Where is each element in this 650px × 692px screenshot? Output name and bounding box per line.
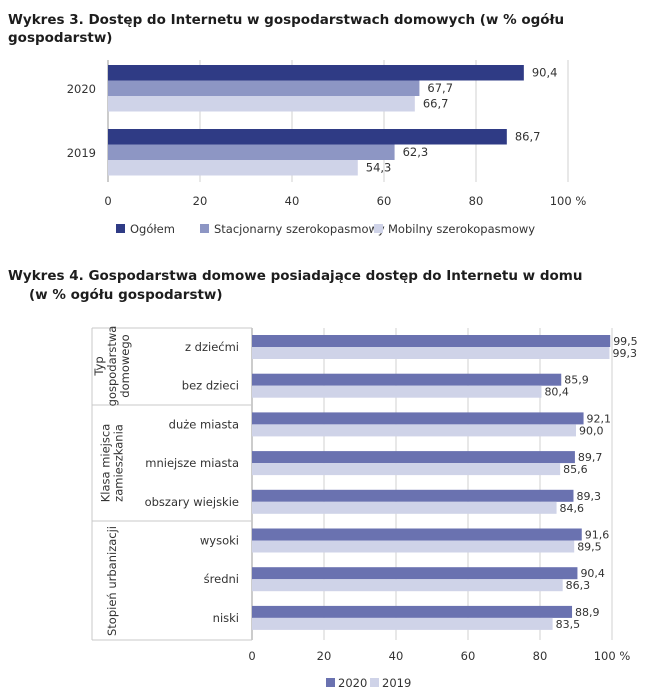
x-tick-label: 0 <box>248 649 255 663</box>
bar-value-label: 90,0 <box>579 424 604 437</box>
bar-value-label: 80,4 <box>544 386 569 399</box>
category-label: 2020 <box>67 82 96 96</box>
x-tick-label: 0 <box>104 194 111 208</box>
legend-label: 2019 <box>382 676 411 690</box>
bar-value-label: 62,3 <box>403 145 429 159</box>
x-tick-label: 60 <box>377 194 392 208</box>
chart-3: 0 20 40 60 80 100 % 2020 90,4 67,7 66,7 2019 86,7 62… <box>67 60 587 236</box>
bar <box>108 65 524 81</box>
group-label-line: gospodarstwa <box>105 326 119 407</box>
bar <box>252 617 553 630</box>
bar <box>252 424 576 437</box>
chart-4-subtitle: (w % ogółu gospodarstw) <box>29 287 223 303</box>
bar <box>252 489 574 502</box>
category-label: niski <box>213 611 239 625</box>
legend-swatch <box>374 224 383 233</box>
bar <box>252 463 561 476</box>
bar-value-label: 90,4 <box>532 66 558 80</box>
x-tick-label: 20 <box>317 649 332 663</box>
bar-value-label: 99,5 <box>613 335 638 348</box>
x-tick-label: 100 % <box>594 649 631 663</box>
bar-value-label: 84,6 <box>560 502 585 515</box>
bar-value-label: 86,7 <box>515 130 541 144</box>
group-label: Typgospodarstwadomowego <box>92 326 132 407</box>
legend-label: Ogółem <box>130 222 175 236</box>
x-tick-label: 60 <box>461 649 476 663</box>
legend-swatch <box>326 678 335 687</box>
bar-value-label: 89,3 <box>576 490 601 503</box>
bar-value-label: 88,9 <box>575 606 600 619</box>
category-label: 2019 <box>67 146 96 160</box>
legend-label: Stacjonarny szerokopasmowy <box>214 222 385 236</box>
legend-swatch <box>200 224 209 233</box>
group-label-line: domowego <box>118 334 132 397</box>
bar <box>108 160 358 176</box>
bar <box>108 96 415 112</box>
bar-value-label: 83,5 <box>556 618 581 631</box>
bar <box>252 385 542 398</box>
bar-value-label: 85,9 <box>564 374 589 387</box>
group-label-line: Typ <box>92 356 106 376</box>
bar-value-label: 89,5 <box>577 541 602 554</box>
bar-value-label: 54,3 <box>366 161 392 175</box>
legend-swatch <box>116 224 125 233</box>
bar <box>252 579 563 592</box>
chart-4: 0 20 40 60 80 100 % Typgospodarstwadomowego Kla… <box>91 326 638 690</box>
bar <box>252 501 557 514</box>
bar-value-label: 67,7 <box>427 81 453 95</box>
group-label: Klasa miejscazamieszkania <box>99 424 126 503</box>
bar <box>252 540 575 553</box>
bar <box>252 451 575 464</box>
bar-value-label: 66,7 <box>423 97 449 111</box>
category-label: bez dzieci <box>182 379 239 393</box>
bar <box>252 373 562 386</box>
x-tick-label: 40 <box>389 649 404 663</box>
bar <box>108 80 420 96</box>
bar <box>252 412 584 425</box>
bar <box>252 605 573 618</box>
bar <box>252 335 611 347</box>
bar-value-label: 85,6 <box>563 463 588 476</box>
category-label: mniejsze miasta <box>145 456 239 470</box>
x-tick-label: 20 <box>193 194 208 208</box>
bar-value-label: 91,6 <box>585 529 610 542</box>
group-label-line: zamieszkania <box>112 424 126 502</box>
x-tick-label: 80 <box>469 194 484 208</box>
bar <box>108 144 395 160</box>
category-label: z dziećmi <box>185 340 239 354</box>
x-tick-label: 40 <box>285 194 300 208</box>
legend-label: Mobilny szerokopasmowy <box>388 222 535 236</box>
legend-label: 2020 <box>338 676 367 690</box>
chart-4-title: Wykres 4. Gospodarstwa domowe posiadając… <box>8 268 583 284</box>
bar <box>252 528 582 541</box>
x-tick-label: 80 <box>533 649 548 663</box>
bar-value-label: 86,3 <box>566 579 591 592</box>
bar <box>108 129 507 145</box>
bar-value-label: 89,7 <box>578 451 603 464</box>
x-tick-label: 100 % <box>550 194 587 208</box>
chart-3-title: Wykres 3. Dostęp do Internetu w gospodar… <box>8 12 565 46</box>
legend-swatch <box>370 678 379 687</box>
bar <box>252 567 578 580</box>
bar-value-label: 99,3 <box>612 347 637 360</box>
group-label-line: Klasa miejsca <box>99 424 113 503</box>
bar-value-label: 92,1 <box>587 412 612 425</box>
bar <box>252 347 610 359</box>
group-label: Stopień urbanizacji <box>105 526 119 636</box>
category-label: duże miasta <box>169 417 239 431</box>
category-label: obszary wiejskie <box>145 495 239 509</box>
category-label: wysoki <box>200 534 239 548</box>
bar-value-label: 90,4 <box>580 567 605 580</box>
category-label: średni <box>204 572 239 586</box>
group-label-line: Stopień urbanizacji <box>105 526 119 636</box>
